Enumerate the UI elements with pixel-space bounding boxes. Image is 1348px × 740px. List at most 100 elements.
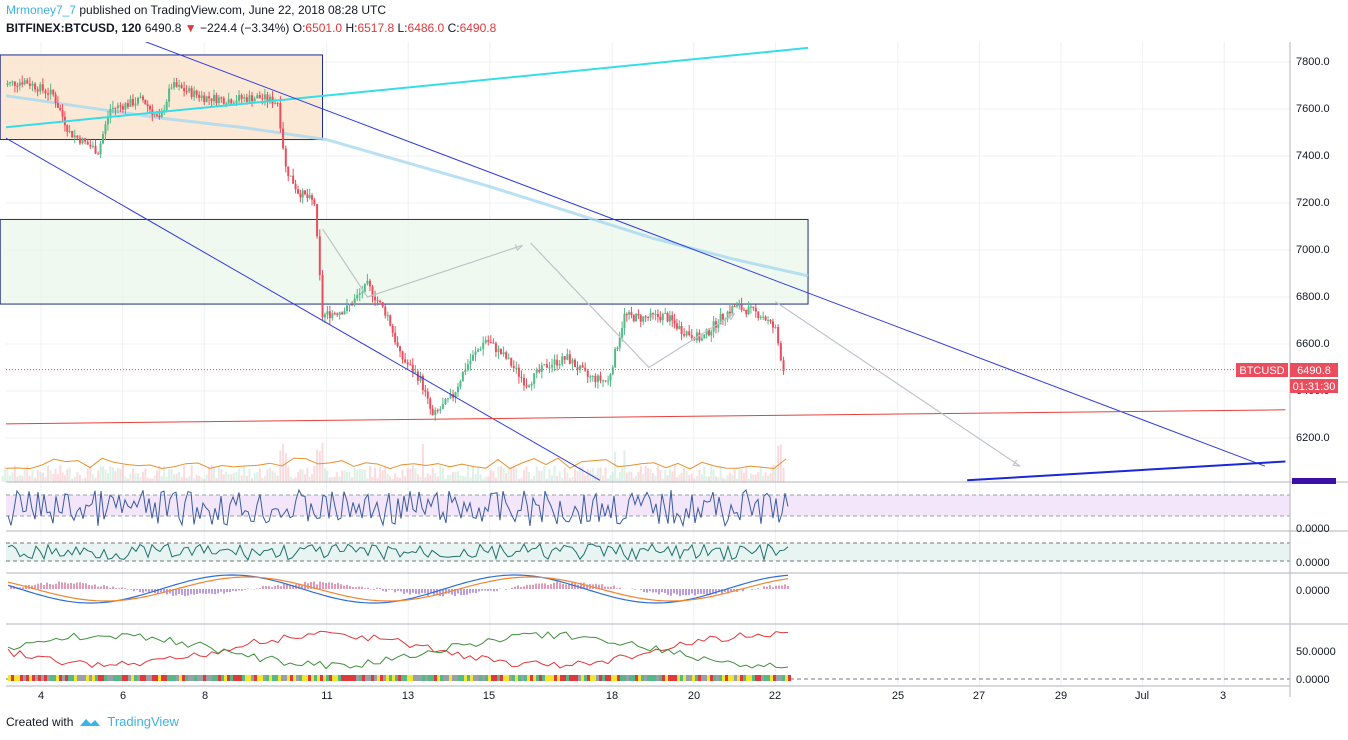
volume-bar bbox=[616, 478, 619, 482]
volume-bar bbox=[673, 465, 676, 482]
candle-body bbox=[165, 101, 168, 111]
time-tick: 11 bbox=[321, 690, 332, 702]
volume-bar bbox=[318, 451, 321, 482]
osc-line bbox=[7, 543, 789, 562]
candle-body bbox=[714, 321, 717, 328]
signal-strip-cell bbox=[788, 675, 791, 681]
volume-bar bbox=[625, 472, 628, 482]
tradingview-link[interactable]: TradingView bbox=[107, 714, 179, 729]
volume-bar bbox=[102, 466, 105, 482]
osc-tick: 0.0000 bbox=[1296, 557, 1330, 569]
signal-strip-cell bbox=[674, 675, 677, 681]
volume-bar bbox=[114, 471, 117, 482]
candle-body bbox=[602, 380, 605, 382]
candle-body bbox=[353, 298, 356, 306]
volume-bar bbox=[424, 477, 427, 482]
volume-bar bbox=[439, 465, 442, 482]
candle-body bbox=[253, 98, 256, 102]
candles bbox=[6, 75, 785, 421]
candle-body bbox=[454, 392, 457, 398]
signal-strip-cell bbox=[581, 675, 584, 681]
candle-body bbox=[26, 80, 29, 84]
signal-strip-cell bbox=[506, 675, 509, 681]
tradingview-logo-icon bbox=[80, 718, 101, 726]
candle-body bbox=[356, 294, 359, 299]
signal-strip-cell bbox=[122, 675, 125, 681]
volume-bar bbox=[210, 465, 213, 482]
signal-strip-cell bbox=[248, 675, 251, 681]
volume-bar bbox=[129, 473, 132, 482]
candle-body bbox=[728, 311, 731, 314]
candle-body bbox=[520, 376, 523, 378]
candle-body bbox=[616, 347, 619, 349]
volume-bar bbox=[111, 467, 114, 482]
volume-bar bbox=[190, 465, 193, 482]
volume-bar bbox=[180, 477, 183, 482]
volume-bar bbox=[474, 474, 477, 482]
signal-strip-cell bbox=[347, 675, 350, 681]
signal-strip-cell bbox=[47, 675, 50, 681]
signal-strip-cell bbox=[644, 675, 647, 681]
candle-body bbox=[268, 96, 271, 102]
volume-bar bbox=[6, 468, 9, 482]
volume-bar bbox=[136, 473, 139, 482]
candle-body bbox=[368, 280, 371, 287]
signal-strip-cell bbox=[140, 675, 143, 681]
volume-bar bbox=[538, 470, 541, 482]
candle-body bbox=[505, 352, 508, 359]
signal-strip-cell bbox=[746, 675, 749, 681]
candle-body bbox=[215, 94, 218, 103]
signal-strip-cell bbox=[500, 675, 503, 681]
candle-body bbox=[328, 311, 331, 318]
volume-bar bbox=[548, 469, 551, 482]
volume-bar bbox=[436, 476, 439, 482]
volume-bar bbox=[726, 475, 729, 482]
volume-bar bbox=[543, 465, 546, 482]
candle-body bbox=[466, 364, 469, 370]
candle-body bbox=[764, 316, 767, 321]
candle-body bbox=[782, 360, 785, 372]
signal-strip-cell bbox=[29, 675, 32, 681]
candle-body bbox=[586, 370, 589, 377]
candle-body bbox=[469, 360, 472, 365]
signal-strip-cell bbox=[683, 675, 686, 681]
volume-bar bbox=[266, 469, 269, 482]
candle-body bbox=[374, 296, 377, 301]
price-tick: 7400.0 bbox=[1296, 150, 1330, 162]
candle-body bbox=[690, 335, 693, 338]
volume-bar bbox=[313, 466, 316, 482]
signal-strip-cell bbox=[617, 675, 620, 681]
volume-bar bbox=[683, 468, 686, 482]
volume-bar bbox=[545, 478, 548, 482]
volume-bar bbox=[389, 476, 392, 482]
candle-body bbox=[363, 283, 366, 293]
candle-body bbox=[235, 100, 238, 103]
signal-strip-cell bbox=[365, 675, 368, 681]
candle-body bbox=[705, 329, 708, 335]
volume-bar bbox=[621, 468, 624, 482]
signal-strip-cell bbox=[260, 675, 263, 681]
signal-strip-cell bbox=[422, 675, 425, 681]
candle-body bbox=[429, 398, 432, 409]
signal-strip-cell bbox=[548, 675, 551, 681]
volume-bar bbox=[289, 476, 292, 482]
candle-body bbox=[384, 306, 387, 316]
volume-bar bbox=[431, 468, 434, 482]
signal-strip-cell bbox=[632, 675, 635, 681]
signal-strip-cell bbox=[341, 675, 344, 681]
signal-strip-cell bbox=[101, 675, 104, 681]
candle-body bbox=[441, 404, 444, 410]
candle-body bbox=[456, 386, 459, 393]
signal-strip-cell bbox=[695, 675, 698, 681]
volume-bar bbox=[404, 476, 407, 482]
author-link[interactable]: Mrmoney7_7 bbox=[6, 3, 77, 17]
signal-strip-cell bbox=[392, 675, 395, 681]
time-tick: 8 bbox=[202, 690, 208, 702]
candle-body bbox=[91, 145, 94, 147]
volume-bar bbox=[664, 470, 667, 482]
candle-body bbox=[23, 80, 26, 85]
volume-bar bbox=[81, 478, 84, 482]
drawings bbox=[6, 42, 1290, 482]
signal-strip-cell bbox=[572, 675, 575, 681]
